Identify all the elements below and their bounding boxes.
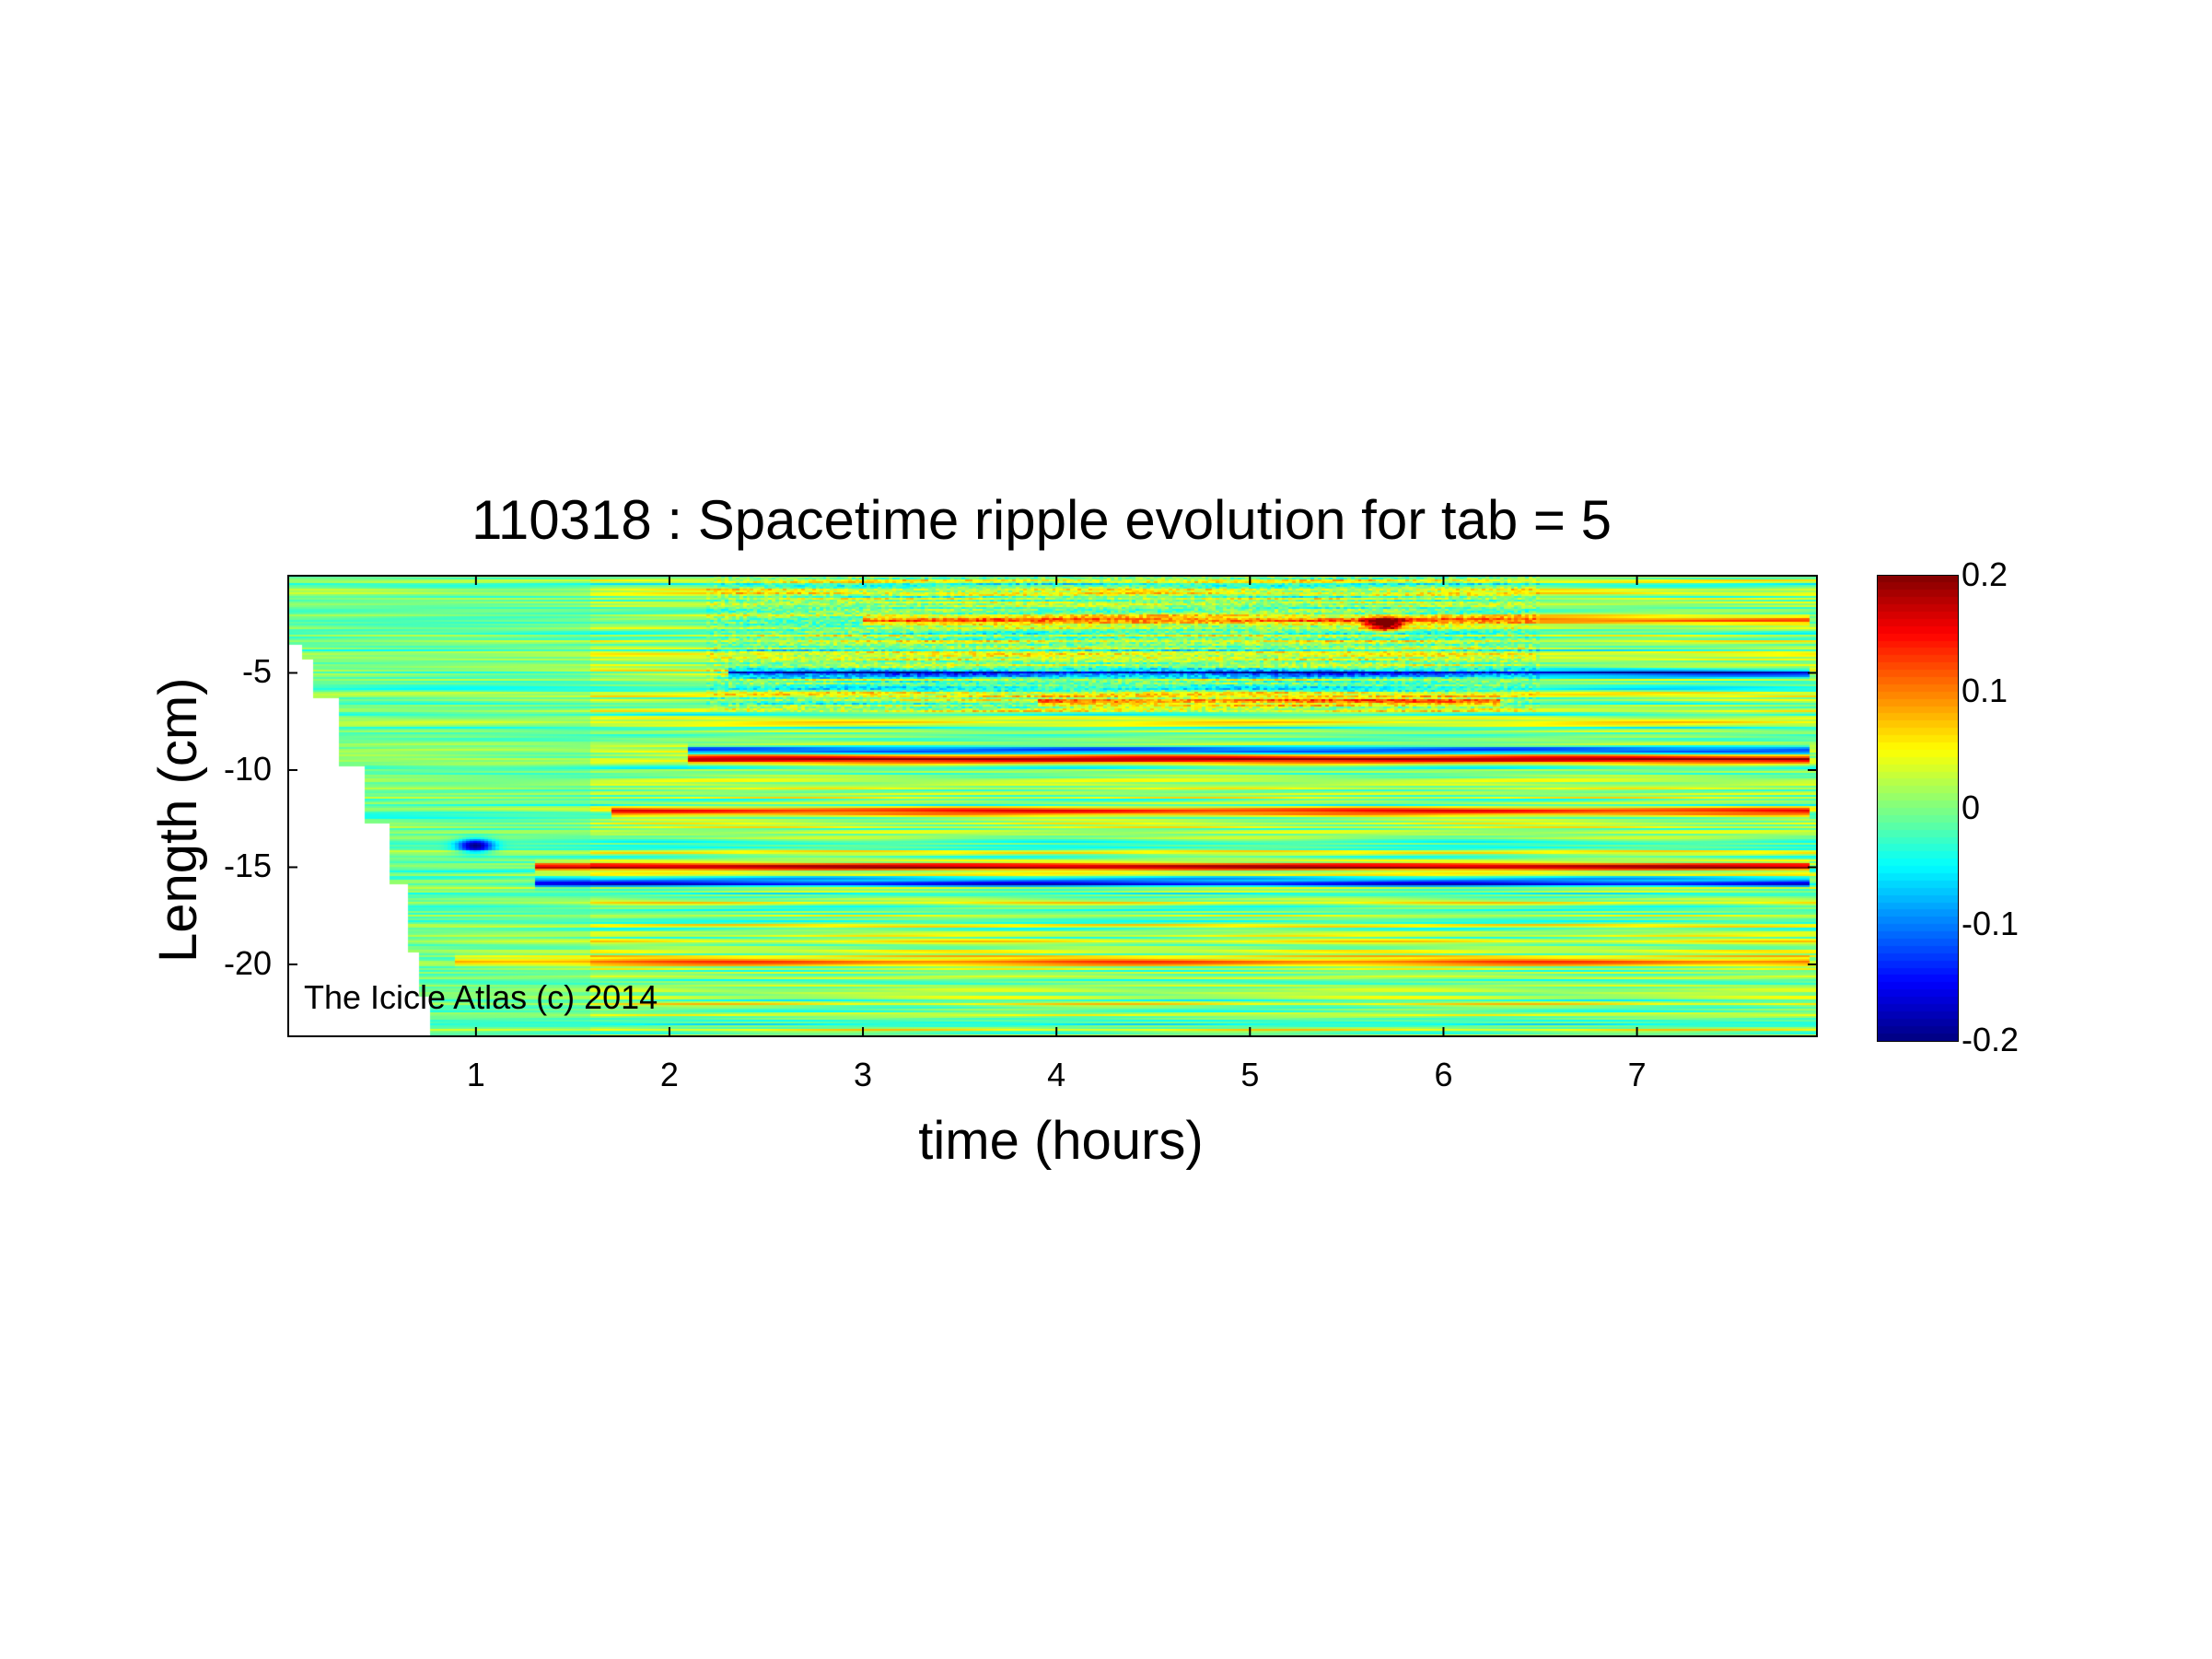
x-tick-label: 1 xyxy=(466,1056,485,1093)
y-axis-label: Length (cm) xyxy=(148,677,208,963)
colorbar-tick-label: 0 xyxy=(1962,788,1981,826)
colorbar xyxy=(1878,576,1958,1041)
y-tick-label: -5 xyxy=(241,652,272,691)
y-tick-label: -15 xyxy=(223,847,272,885)
x-tick-label: 7 xyxy=(1627,1056,1647,1093)
colorbar-tick-label: 0.2 xyxy=(1962,555,2008,593)
colorbar-tick-label: -0.1 xyxy=(1962,904,2020,942)
watermark-annotation: The Icicle Atlas (c) 2014 xyxy=(304,978,658,1016)
colorbar-tick-label: 0.1 xyxy=(1962,672,2008,710)
heatmap-plot xyxy=(288,576,1817,1036)
x-axis-label: time (hours) xyxy=(918,1111,1204,1171)
x-tick-label: 4 xyxy=(1047,1056,1066,1093)
x-tick-label: 5 xyxy=(1240,1056,1260,1093)
x-tick-label: 3 xyxy=(854,1056,873,1093)
y-tick-label: -20 xyxy=(223,943,272,982)
chart-title: 110318 : Spacetime ripple evolution for … xyxy=(471,489,1612,551)
x-tick-label: 6 xyxy=(1434,1056,1453,1093)
x-tick-label: 2 xyxy=(659,1056,679,1093)
colorbar-tick-label: -0.2 xyxy=(1962,1021,2020,1058)
y-tick-label: -10 xyxy=(223,749,272,788)
